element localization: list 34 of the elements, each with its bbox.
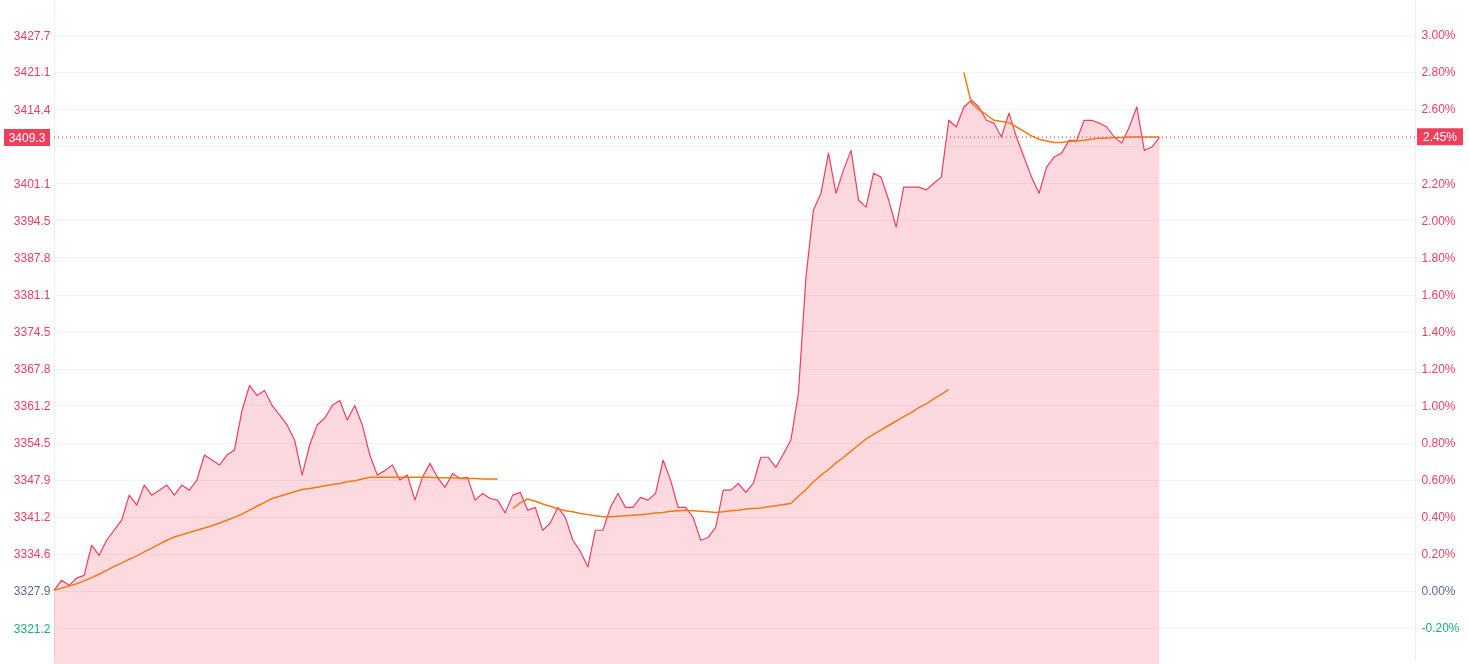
ref-line-label: 2.45% [1422, 129, 1458, 144]
y2-tick-label: 1.60% [1421, 287, 1456, 302]
y-tick-label: 3361.2 [13, 398, 51, 413]
y2-tick-label: 1.80% [1421, 250, 1456, 265]
y-tick-label: 3347.9 [13, 473, 51, 488]
y-tick-label: 3387.8 [13, 250, 51, 265]
y-tick-label: 3374.5 [13, 324, 51, 339]
y-tick-label: 3321.2 [13, 621, 51, 636]
y-tick-label: 3327.9 [13, 584, 51, 599]
y2-tick-label: 2.20% [1421, 176, 1456, 191]
y2-tick-label: 0.20% [1421, 547, 1456, 562]
y2-tick-label: 0.00% [1421, 584, 1456, 599]
y2-tick-label: 2.00% [1421, 213, 1456, 228]
y-tick-label: 3367.8 [13, 362, 51, 377]
y2-tick-label: 1.00% [1421, 399, 1456, 414]
y2-tick-label: 1.40% [1421, 324, 1456, 339]
ref-line-label: 3409.3 [8, 130, 46, 145]
y-tick-label: 3394.5 [13, 213, 51, 228]
y2-tick-label: 2.60% [1421, 102, 1456, 117]
y-tick-label: 3381.1 [13, 288, 51, 303]
y2-tick-label: 2.80% [1421, 65, 1456, 80]
y-tick-label: 3401.1 [13, 176, 51, 191]
y-tick-label: 3421.1 [13, 65, 51, 80]
y2-tick-label: 1.20% [1421, 361, 1456, 376]
y-tick-label: 3334.6 [13, 547, 51, 562]
y-tick-label: 3414.4 [13, 102, 51, 117]
y-tick-label: 3354.5 [13, 436, 51, 451]
y2-tick-label: -0.20% [1421, 621, 1460, 636]
y2-tick-label: 0.40% [1421, 510, 1456, 525]
y-tick-label: 3341.2 [13, 510, 51, 525]
y2-tick-label: 0.80% [1421, 436, 1456, 451]
y2-tick-label: 0.60% [1421, 473, 1456, 488]
y2-tick-label: 3.00% [1421, 28, 1456, 43]
y-tick-label: 3427.7 [13, 28, 51, 43]
